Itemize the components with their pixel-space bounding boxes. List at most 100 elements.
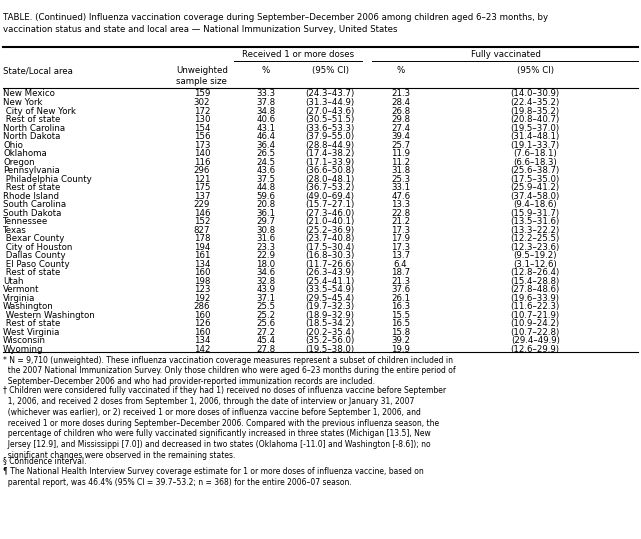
Text: 15.8: 15.8 [391,328,410,337]
Text: (11.7–26.6): (11.7–26.6) [306,260,354,269]
Text: 159: 159 [194,89,210,99]
Text: 229: 229 [194,200,210,209]
Text: 26.8: 26.8 [391,107,410,115]
Text: 37.1: 37.1 [256,294,276,303]
Text: 130: 130 [194,115,210,124]
Text: 126: 126 [194,320,210,328]
Text: Texas: Texas [3,226,27,234]
Text: (12.8–26.4): (12.8–26.4) [511,268,560,277]
Text: 152: 152 [194,217,210,226]
Text: (16.8–30.3): (16.8–30.3) [306,251,354,260]
Text: 160: 160 [194,268,210,277]
Text: New Mexico: New Mexico [3,89,55,99]
Text: (9.4–18.6): (9.4–18.6) [513,200,557,209]
Text: 121: 121 [194,175,210,184]
Text: %: % [262,66,270,75]
Text: South Carolina: South Carolina [3,200,66,209]
Text: Oregon: Oregon [3,157,35,167]
Text: 161: 161 [194,251,210,260]
Text: 21.2: 21.2 [391,217,410,226]
Text: Wisconsin: Wisconsin [3,336,46,345]
Text: Bexar County: Bexar County [3,234,65,243]
Text: (15.4–28.8): (15.4–28.8) [511,277,560,286]
Text: 16.3: 16.3 [391,302,410,312]
Text: 15.5: 15.5 [391,311,410,320]
Text: 36.4: 36.4 [256,141,276,149]
Text: 27.2: 27.2 [256,328,276,337]
Text: 47.6: 47.6 [391,192,410,201]
Text: (31.3–44.9): (31.3–44.9) [306,98,354,107]
Text: Fully vaccinated: Fully vaccinated [471,50,542,59]
Text: 59.6: 59.6 [256,192,276,201]
Text: 22.8: 22.8 [391,209,410,218]
Text: (29.5–45.4): (29.5–45.4) [306,294,354,303]
Text: Virginia: Virginia [3,294,36,303]
Text: 26.1: 26.1 [391,294,410,303]
Text: (33.5–54.9): (33.5–54.9) [306,285,354,294]
Text: (31.4–48.1): (31.4–48.1) [511,132,560,141]
Text: (11.6–22.3): (11.6–22.3) [511,302,560,312]
Text: 178: 178 [194,234,210,243]
Text: 302: 302 [194,98,210,107]
Text: 16.5: 16.5 [391,320,410,328]
Text: New York: New York [3,98,43,107]
Text: (19.8–35.2): (19.8–35.2) [511,107,560,115]
Text: (26.3–43.9): (26.3–43.9) [306,268,354,277]
Text: § Confidence interval.: § Confidence interval. [3,456,87,465]
Text: (17.1–33.9): (17.1–33.9) [306,157,354,167]
Text: Oklahoma: Oklahoma [3,149,47,158]
Text: 45.4: 45.4 [256,336,276,345]
Text: (7.6–18.1): (7.6–18.1) [513,149,557,158]
Text: (19.6–33.9): (19.6–33.9) [511,294,560,303]
Text: North Carolina: North Carolina [3,123,65,133]
Text: (3.1–12.6): (3.1–12.6) [513,260,557,269]
Text: (12.6–29.9): (12.6–29.9) [511,345,560,354]
Text: 11.2: 11.2 [391,157,410,167]
Text: 20.8: 20.8 [256,200,276,209]
Text: 27.4: 27.4 [391,123,410,133]
Text: (95% CI): (95% CI) [312,66,349,75]
Text: (30.5–51.5): (30.5–51.5) [306,115,354,124]
Text: 29.7: 29.7 [256,217,276,226]
Text: 37.5: 37.5 [256,175,276,184]
Text: (20.2–35.4): (20.2–35.4) [306,328,354,337]
Text: (17.5–35.0): (17.5–35.0) [511,175,560,184]
Text: 21.3: 21.3 [391,89,410,99]
Text: (25.2–36.9): (25.2–36.9) [306,226,354,234]
Text: Rest of state: Rest of state [3,183,61,192]
Text: 116: 116 [194,157,210,167]
Text: (24.3–43.7): (24.3–43.7) [306,89,354,99]
Text: ¶ The National Health Interview Survey coverage estimate for 1 or more doses of : ¶ The National Health Interview Survey c… [3,467,424,487]
Text: (19.5–38.0): (19.5–38.0) [306,345,354,354]
Text: (19.1–33.7): (19.1–33.7) [511,141,560,149]
Text: 18.7: 18.7 [391,268,410,277]
Text: 31.8: 31.8 [391,166,410,175]
Text: (27.8–48.6): (27.8–48.6) [511,285,560,294]
Text: Rest of state: Rest of state [3,115,61,124]
Text: (13.3–22.2): (13.3–22.2) [511,226,560,234]
Text: 22.9: 22.9 [256,251,276,260]
Text: 11.9: 11.9 [391,149,410,158]
Text: * N = 9,710 (unweighted). These influenza vaccination coverage measures represen: * N = 9,710 (unweighted). These influenz… [3,356,456,386]
Text: (37.9–55.0): (37.9–55.0) [306,132,354,141]
Text: 17.3: 17.3 [391,226,410,234]
Text: (12.3–23.6): (12.3–23.6) [511,243,560,252]
Text: (18.9–32.9): (18.9–32.9) [306,311,354,320]
Text: 137: 137 [194,192,210,201]
Text: (95% CI): (95% CI) [517,66,554,75]
Text: Rhode Island: Rhode Island [3,192,59,201]
Text: 34.8: 34.8 [256,107,276,115]
Text: 37.8: 37.8 [256,98,276,107]
Text: 173: 173 [194,141,210,149]
Text: (25.9–41.2): (25.9–41.2) [511,183,560,192]
Text: 33.3: 33.3 [256,89,276,99]
Text: Vermont: Vermont [3,285,40,294]
Text: 39.4: 39.4 [391,132,410,141]
Text: 44.8: 44.8 [256,183,276,192]
Text: 296: 296 [194,166,210,175]
Text: El Paso County: El Paso County [3,260,70,269]
Text: 43.1: 43.1 [256,123,276,133]
Text: (18.5–34.2): (18.5–34.2) [306,320,354,328]
Text: 46.4: 46.4 [256,132,276,141]
Text: Washington: Washington [3,302,54,312]
